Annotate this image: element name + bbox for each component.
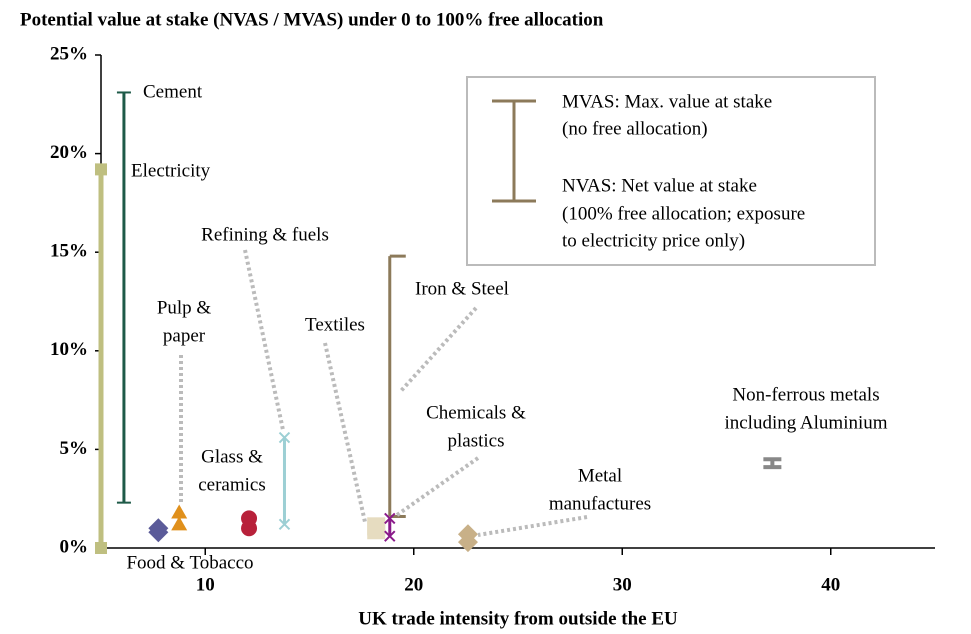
series-label: Electricity — [131, 160, 211, 181]
leader-line — [323, 342, 367, 523]
x-tick-label: 10 — [196, 574, 215, 595]
circle-marker — [241, 510, 258, 527]
x-axis-label: UK trade intensity from outside the EU — [358, 608, 678, 629]
series-label: ceramics — [198, 474, 266, 495]
y-tick-label: 25% — [50, 43, 88, 64]
series-label: Cement — [143, 81, 203, 102]
triangle-marker — [171, 516, 188, 531]
triangle-marker — [171, 504, 188, 519]
legend-text: (100% free allocation; exposure — [562, 203, 805, 224]
diamond-marker — [148, 518, 169, 539]
series — [384, 512, 396, 542]
leader-line — [398, 306, 478, 394]
x-marker — [278, 431, 291, 444]
series — [278, 431, 291, 531]
leader-line — [395, 456, 480, 517]
series-label: Metal — [578, 465, 622, 486]
legend-text: NVAS: Net value at stake — [562, 175, 757, 196]
series — [457, 524, 478, 553]
legend-box — [466, 76, 876, 266]
y-tick-label: 5% — [60, 438, 89, 459]
leader-line — [477, 515, 588, 537]
series — [148, 518, 169, 543]
square-marker — [95, 163, 107, 176]
series — [388, 254, 406, 518]
y-tick-label: 20% — [50, 142, 88, 163]
x-marker — [384, 530, 396, 542]
diamond-marker — [457, 524, 478, 545]
x-marker — [278, 518, 291, 531]
legend-icon — [492, 99, 536, 203]
square-marker — [95, 542, 107, 554]
y-tick-label: 10% — [50, 339, 88, 360]
y-tick-label: 0% — [60, 536, 89, 557]
series-label: including Aluminium — [724, 412, 887, 433]
series-label: Pulp & — [157, 297, 212, 318]
series — [367, 517, 386, 540]
series — [763, 457, 782, 470]
legend-text: to electricity price only) — [562, 230, 745, 251]
series-label: manufactures — [549, 493, 651, 514]
series — [95, 163, 107, 554]
series-label: paper — [163, 325, 206, 346]
x-tick-label: 30 — [613, 574, 632, 595]
square-marker — [367, 517, 386, 536]
legend-text: (no free allocation) — [562, 118, 708, 139]
series-label: plastics — [448, 430, 505, 451]
x-tick-label: 40 — [821, 574, 840, 595]
x-marker — [384, 512, 396, 525]
x-tick-label: 20 — [404, 574, 423, 595]
chart-title: Potential value at stake (NVAS / MVAS) u… — [20, 9, 604, 30]
series-label: Textiles — [305, 314, 365, 335]
series-label: Chemicals & — [426, 402, 526, 423]
series-label: Glass & — [201, 446, 263, 467]
series-label: Food & Tobacco — [126, 552, 253, 573]
series-label: Refining & fuels — [201, 224, 329, 245]
y-tick-label: 15% — [50, 241, 88, 262]
series-label: Non-ferrous metals — [732, 384, 879, 405]
series — [116, 91, 131, 504]
series — [171, 504, 188, 531]
legend-text: MVAS: Max. value at stake — [562, 91, 772, 112]
series — [241, 510, 258, 537]
leader-line — [243, 249, 285, 431]
series-label: Iron & Steel — [415, 278, 509, 299]
